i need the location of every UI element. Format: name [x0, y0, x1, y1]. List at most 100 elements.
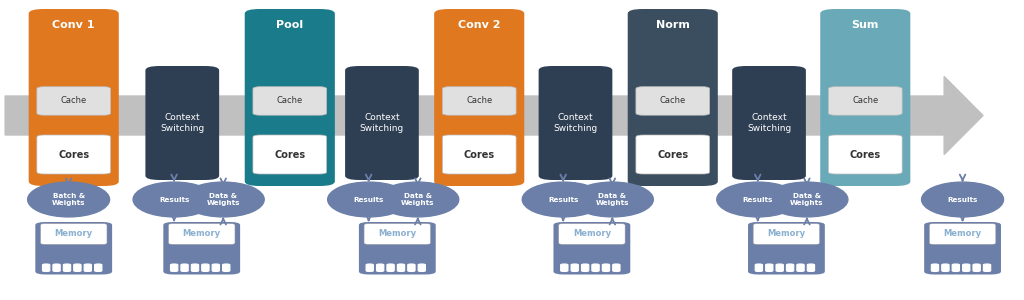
FancyBboxPatch shape	[828, 87, 902, 115]
FancyBboxPatch shape	[952, 264, 959, 272]
Text: Results: Results	[159, 196, 189, 202]
Text: Memory: Memory	[943, 230, 982, 238]
Text: Pool: Pool	[276, 20, 303, 29]
FancyBboxPatch shape	[963, 264, 970, 272]
Text: Cache: Cache	[659, 97, 686, 106]
FancyBboxPatch shape	[559, 224, 625, 244]
Text: Data &
Weights: Data & Weights	[596, 193, 629, 206]
FancyBboxPatch shape	[776, 264, 783, 272]
FancyBboxPatch shape	[29, 9, 119, 186]
FancyBboxPatch shape	[359, 222, 436, 274]
FancyBboxPatch shape	[40, 224, 106, 244]
Text: Cache: Cache	[852, 97, 879, 106]
Text: Cores: Cores	[58, 149, 89, 160]
FancyBboxPatch shape	[191, 264, 199, 272]
FancyBboxPatch shape	[37, 87, 111, 115]
FancyArrow shape	[5, 76, 983, 154]
FancyBboxPatch shape	[63, 264, 71, 272]
Ellipse shape	[377, 182, 459, 217]
FancyBboxPatch shape	[628, 9, 718, 186]
FancyBboxPatch shape	[145, 66, 219, 180]
FancyBboxPatch shape	[94, 264, 101, 272]
Text: Memory: Memory	[767, 230, 806, 238]
Text: Memory: Memory	[182, 230, 221, 238]
FancyBboxPatch shape	[377, 264, 384, 272]
Ellipse shape	[182, 182, 264, 217]
Text: Memory: Memory	[54, 230, 93, 238]
FancyBboxPatch shape	[754, 224, 819, 244]
Text: Context
Switching: Context Switching	[359, 112, 404, 134]
FancyBboxPatch shape	[365, 224, 431, 244]
FancyBboxPatch shape	[222, 264, 229, 272]
FancyBboxPatch shape	[612, 264, 620, 272]
Text: Cores: Cores	[657, 149, 688, 160]
FancyBboxPatch shape	[74, 264, 81, 272]
Text: Cache: Cache	[276, 97, 303, 106]
FancyBboxPatch shape	[636, 135, 710, 174]
Ellipse shape	[922, 182, 1004, 217]
FancyBboxPatch shape	[553, 222, 630, 274]
FancyBboxPatch shape	[181, 264, 188, 272]
FancyBboxPatch shape	[408, 264, 415, 272]
FancyBboxPatch shape	[786, 264, 794, 272]
FancyBboxPatch shape	[37, 135, 111, 174]
Text: Cache: Cache	[60, 97, 87, 106]
Ellipse shape	[133, 182, 215, 217]
FancyBboxPatch shape	[253, 87, 327, 115]
FancyBboxPatch shape	[561, 264, 568, 272]
FancyBboxPatch shape	[170, 264, 178, 272]
FancyBboxPatch shape	[571, 264, 579, 272]
FancyBboxPatch shape	[367, 264, 374, 272]
Text: Sum: Sum	[852, 20, 879, 29]
FancyBboxPatch shape	[418, 264, 426, 272]
Text: Data &
Weights: Data & Weights	[207, 193, 240, 206]
FancyBboxPatch shape	[732, 66, 806, 180]
Ellipse shape	[28, 182, 110, 217]
Ellipse shape	[766, 182, 848, 217]
FancyBboxPatch shape	[756, 264, 763, 272]
FancyBboxPatch shape	[942, 264, 949, 272]
FancyBboxPatch shape	[84, 264, 91, 272]
Text: Results: Results	[947, 196, 978, 202]
FancyBboxPatch shape	[983, 264, 990, 272]
FancyBboxPatch shape	[53, 264, 60, 272]
FancyBboxPatch shape	[539, 66, 612, 180]
Text: Data &
Weights: Data & Weights	[401, 193, 434, 206]
FancyBboxPatch shape	[973, 264, 980, 272]
Text: Memory: Memory	[378, 230, 417, 238]
Text: Context
Switching: Context Switching	[160, 112, 205, 134]
FancyBboxPatch shape	[202, 264, 209, 272]
FancyBboxPatch shape	[253, 135, 327, 174]
FancyBboxPatch shape	[345, 66, 419, 180]
FancyBboxPatch shape	[35, 222, 112, 274]
FancyBboxPatch shape	[636, 87, 710, 115]
Text: Cores: Cores	[464, 149, 495, 160]
FancyBboxPatch shape	[807, 264, 815, 272]
Text: Norm: Norm	[655, 20, 690, 29]
Ellipse shape	[571, 182, 653, 217]
Text: Memory: Memory	[572, 230, 611, 238]
Text: Cores: Cores	[274, 149, 305, 160]
FancyBboxPatch shape	[397, 264, 404, 272]
Text: Results: Results	[548, 196, 579, 202]
Ellipse shape	[522, 182, 604, 217]
FancyBboxPatch shape	[748, 222, 825, 274]
FancyBboxPatch shape	[212, 264, 219, 272]
Text: Context
Switching: Context Switching	[746, 112, 792, 134]
FancyBboxPatch shape	[932, 264, 939, 272]
Text: Cache: Cache	[466, 97, 493, 106]
Ellipse shape	[717, 182, 799, 217]
Text: Results: Results	[353, 196, 384, 202]
FancyBboxPatch shape	[442, 87, 516, 115]
Text: Cores: Cores	[850, 149, 881, 160]
Text: Context
Switching: Context Switching	[553, 112, 598, 134]
Text: Data &
Weights: Data & Weights	[791, 193, 823, 206]
FancyBboxPatch shape	[924, 222, 1000, 274]
Ellipse shape	[328, 182, 410, 217]
FancyBboxPatch shape	[582, 264, 589, 272]
FancyBboxPatch shape	[442, 135, 516, 174]
FancyBboxPatch shape	[592, 264, 599, 272]
FancyBboxPatch shape	[245, 9, 335, 186]
Text: Conv 1: Conv 1	[52, 20, 95, 29]
FancyBboxPatch shape	[820, 9, 910, 186]
